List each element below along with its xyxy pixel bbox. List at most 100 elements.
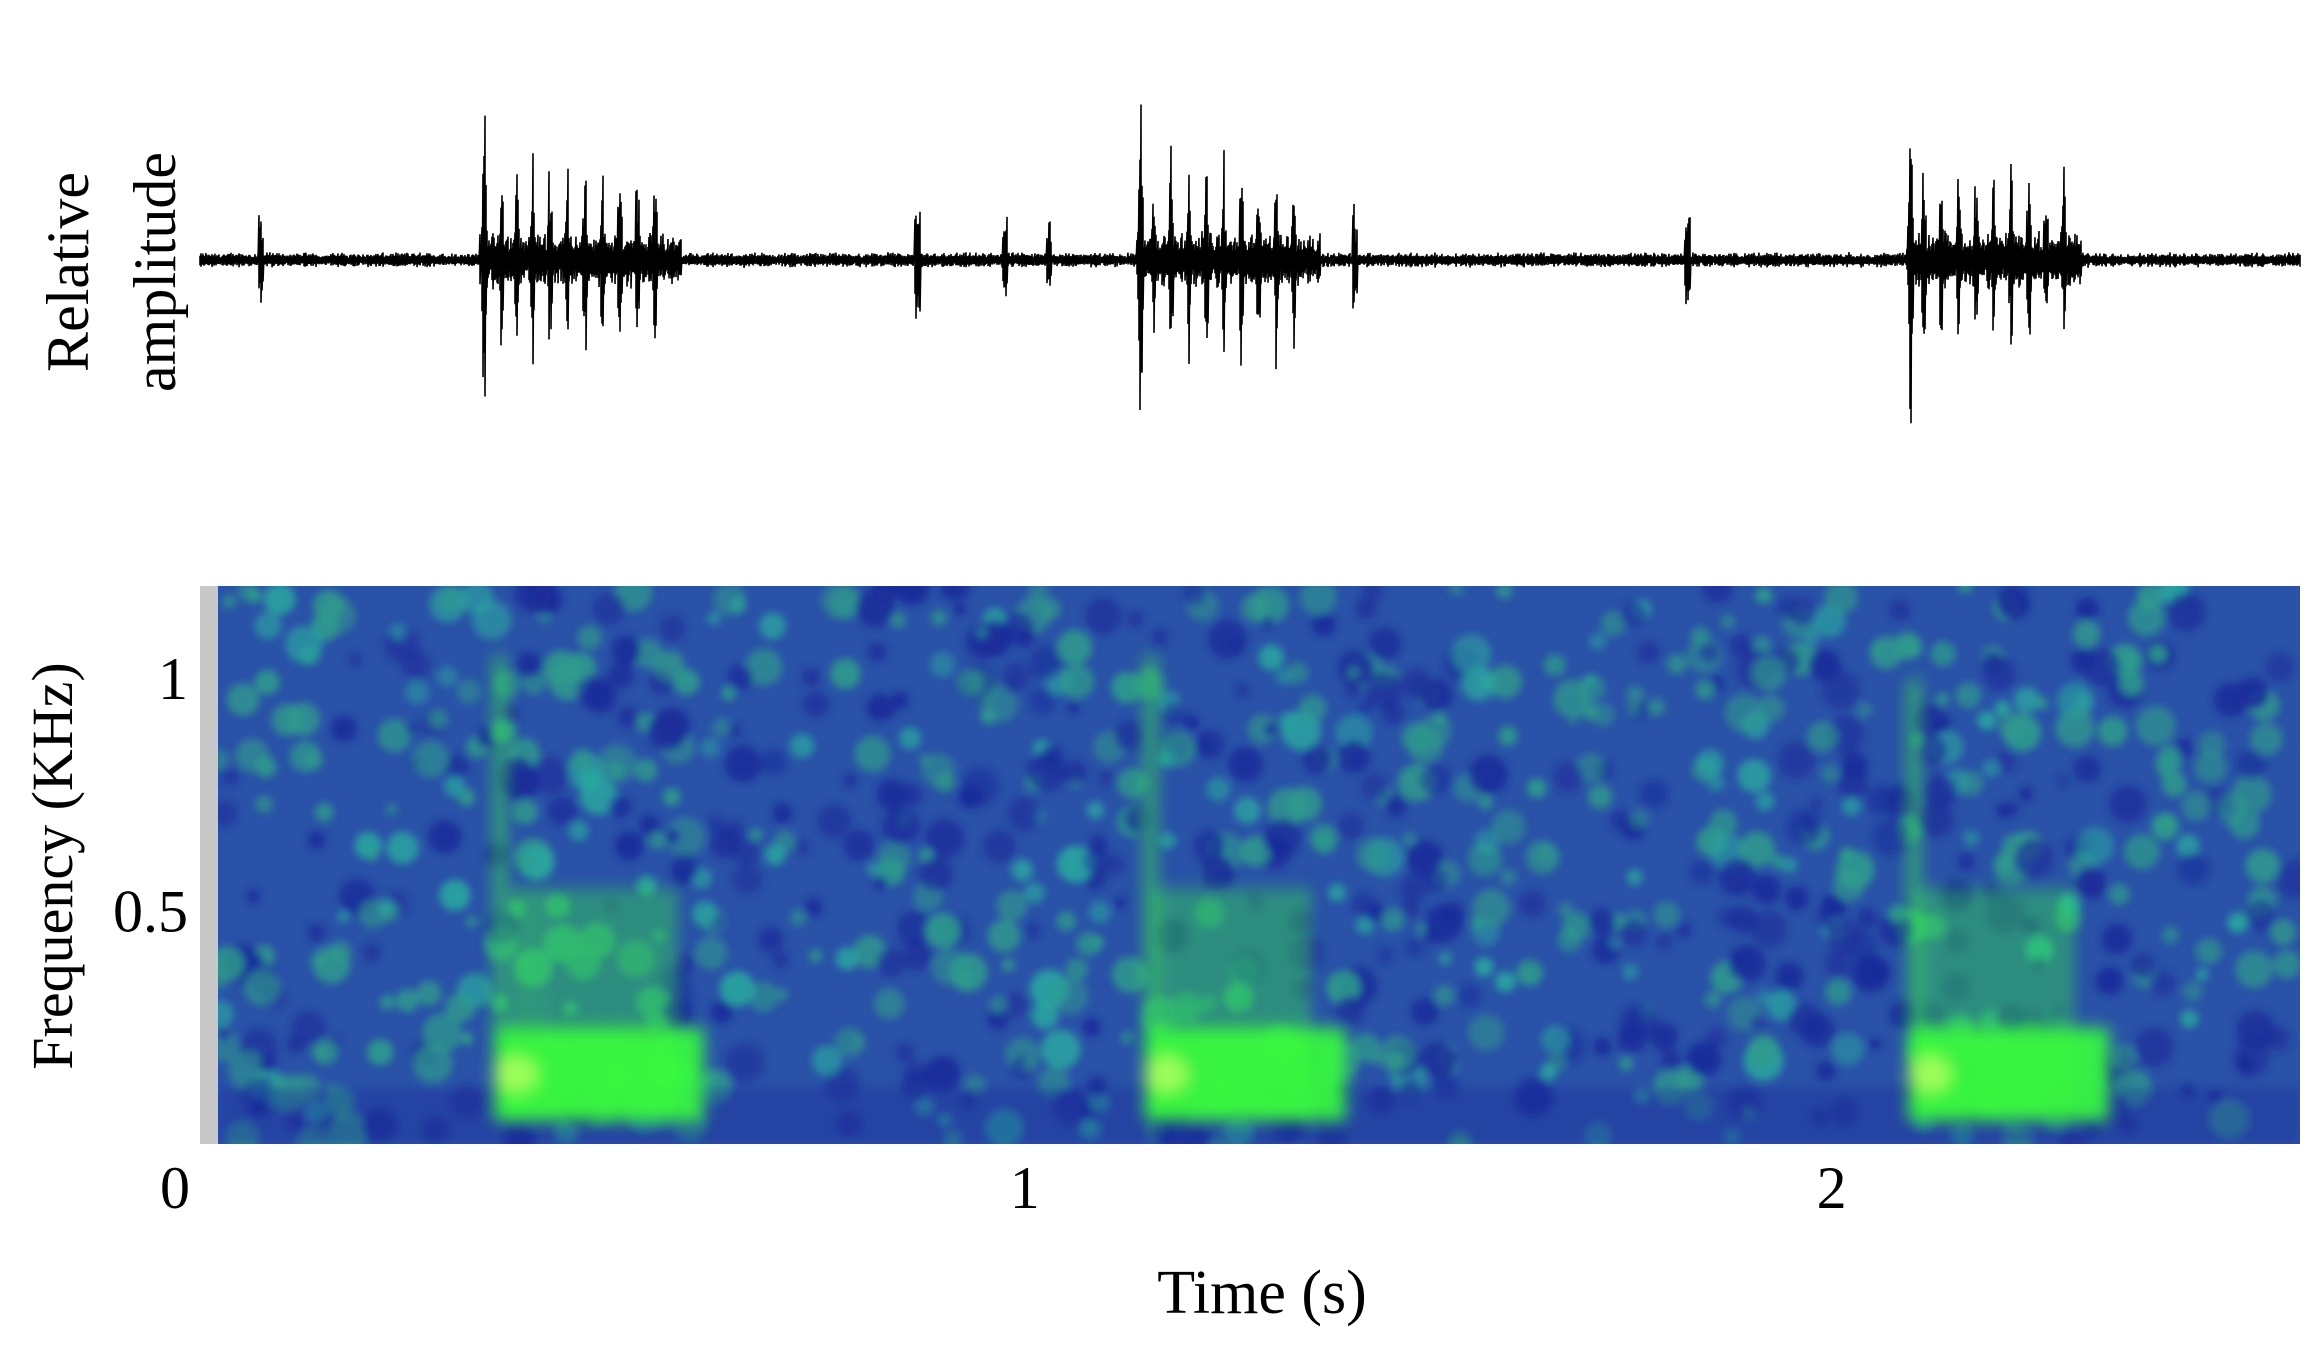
spectrogram-noise-blob xyxy=(982,830,1016,863)
spectrogram-noise-blob xyxy=(1803,629,1820,646)
spectrogram-pulse-streak xyxy=(2025,888,2038,1121)
spectrogram-noise-blob xyxy=(2108,784,2147,823)
spectrogram-noise-blob xyxy=(259,1054,277,1073)
spectrogram-noise-blob xyxy=(1344,680,1363,698)
spectrogram-noise-blob xyxy=(1913,703,1947,737)
spectrogram-noise-blob xyxy=(1775,962,1804,991)
spectrogram-noise-blob xyxy=(634,758,658,782)
spectrogram-noise-blob xyxy=(1878,911,1915,948)
spectrogram-pulse-streak xyxy=(663,888,676,1121)
spectrogram-noise-blob xyxy=(1720,614,1736,630)
spectrogram-noise-blob xyxy=(1552,761,1584,793)
spectrogram-noise-blob xyxy=(1384,794,1408,818)
spectrogram-noise-blob xyxy=(1557,927,1582,952)
spectrogram-noise-blob xyxy=(1526,778,1547,799)
spectrogram-noise-blob xyxy=(218,1028,231,1041)
spectrogram-noise-blob xyxy=(930,609,948,626)
spectrogram-noise-blob xyxy=(255,795,274,814)
spectrogram-noise-blob xyxy=(1616,1023,1647,1054)
spectrogram-pulse-streak xyxy=(1907,679,1920,1121)
spectrogram-noise-blob xyxy=(2135,706,2176,746)
spectrogram-noise-blob xyxy=(1083,847,1110,874)
spectrogram-noise-blob xyxy=(987,919,1021,953)
spectrogram-noise-blob xyxy=(1457,983,1482,1008)
spectrogram-noise-blob xyxy=(876,779,908,810)
spectrogram-noise-blob xyxy=(790,733,815,759)
spectrogram-noise-blob xyxy=(749,828,763,841)
spectrogram-noise-blob xyxy=(460,1032,474,1045)
spectrogram-noise-blob xyxy=(874,876,888,890)
spectrogram-noise-blob xyxy=(243,969,281,1006)
spectrogram-noise-blob xyxy=(1675,922,1692,939)
spectrogram-noise-blob xyxy=(1360,773,1389,801)
spectrogram-noise-blob xyxy=(834,1027,865,1058)
waveform-trace xyxy=(199,104,2301,424)
spectrogram-noise-blob xyxy=(378,898,393,913)
spectrogram-noise-blob xyxy=(1474,829,1500,855)
spectrogram-noise-blob xyxy=(710,1000,733,1023)
spectrogram-noise-blob xyxy=(1378,1035,1416,1073)
spectrogram-noise-blob xyxy=(1689,860,1715,886)
spectrogram-noise-blob xyxy=(1786,809,1824,846)
spectrogram-pulse-streak xyxy=(628,888,641,1121)
spectrogram-noise-blob xyxy=(577,625,602,650)
spectrogram-noise-blob xyxy=(931,948,968,986)
spectrogram-noise-blob xyxy=(1051,977,1089,1015)
spectrogram-noise-blob xyxy=(330,715,357,742)
spectrogram-pulse-streak xyxy=(645,888,658,1121)
spectrogram-noise-blob xyxy=(2073,755,2102,783)
spectrogram-noise-blob xyxy=(1935,692,1949,706)
spectrogram-noise-blob xyxy=(731,863,763,895)
spectrogram-noise-blob xyxy=(1620,919,1648,947)
spectrogram-noise-blob xyxy=(1477,794,1494,810)
spectrogram-noise-blob xyxy=(1355,597,1378,620)
spectrogram-noise-blob xyxy=(1831,1032,1865,1066)
spectrogram-noise-blob xyxy=(1302,743,1333,775)
spectrogram-noise-blob xyxy=(1001,958,1016,972)
spectrogram-noise-blob xyxy=(312,1046,328,1061)
spectrogram-noise-blob xyxy=(2161,771,2187,797)
spectrogram-noise-blob xyxy=(1196,737,1213,753)
spectrogram-noise-blob xyxy=(1401,899,1420,918)
spectrogram-noise-blob xyxy=(707,611,721,626)
spectrogram-noise-blob xyxy=(989,995,1008,1015)
spectrogram-noise-blob xyxy=(1815,1061,1836,1082)
spectrogram-noise-blob xyxy=(1600,610,1627,637)
spectrogram-noise-blob xyxy=(307,831,326,850)
spectrogram-noise-blob xyxy=(1309,823,1338,852)
spectrogram-noise-blob xyxy=(1996,711,2026,740)
spectrogram-noise-blob xyxy=(1311,612,1336,636)
spectrogram-noise-blob xyxy=(1402,831,1417,846)
spectrogram-noise-blob xyxy=(1824,951,1852,979)
spectrogram-noise-blob xyxy=(1286,662,1309,685)
spectrogram-noise-blob xyxy=(320,597,357,634)
spectrogram-noise-blob xyxy=(254,669,280,695)
spectrogram-noise-blob xyxy=(1775,596,1799,620)
spectrogram-pulse-streak xyxy=(2007,888,2020,1121)
spectrogram-noise-blob xyxy=(606,760,625,780)
spectrogram-pulse-streak xyxy=(593,888,606,1121)
spectrogram-noise-blob xyxy=(1468,755,1508,795)
spectrogram-noise-blob xyxy=(1014,627,1036,649)
spectrogram-noise-blob xyxy=(2264,653,2295,683)
spectrogram-noise-blob xyxy=(876,948,907,978)
spectrogram-noise-blob xyxy=(2236,676,2269,710)
spectrogram-noise-blob xyxy=(1750,1015,1765,1031)
spectrogram-noise-blob xyxy=(1082,1018,1101,1037)
spectrogram-noise-blob xyxy=(1337,813,1364,840)
waveform-ylabel-line-1: Relative xyxy=(35,172,101,372)
spectrogram-noise-blob xyxy=(377,718,412,753)
spectrogram-noise-blob xyxy=(1235,683,1250,699)
spectrogram-noise-blob xyxy=(307,923,326,942)
spectrogram-noise-blob xyxy=(1439,901,1465,927)
spectrogram-noise-blob xyxy=(706,814,725,834)
spectrogram-noise-blob xyxy=(653,707,691,746)
spectrogram-noise-blob xyxy=(1627,701,1642,716)
spectrogram-noise-blob xyxy=(1731,875,1745,889)
spectrogram-noise-blob xyxy=(1815,910,1835,929)
spectrogram-noise-blob xyxy=(289,741,321,773)
spectrogram-noise-blob xyxy=(1027,586,1050,603)
spectrogram-noise-blob xyxy=(367,1039,394,1066)
spectrogram-noise-blob xyxy=(1869,1037,1882,1051)
spectrogram-noise-blob xyxy=(348,652,363,667)
